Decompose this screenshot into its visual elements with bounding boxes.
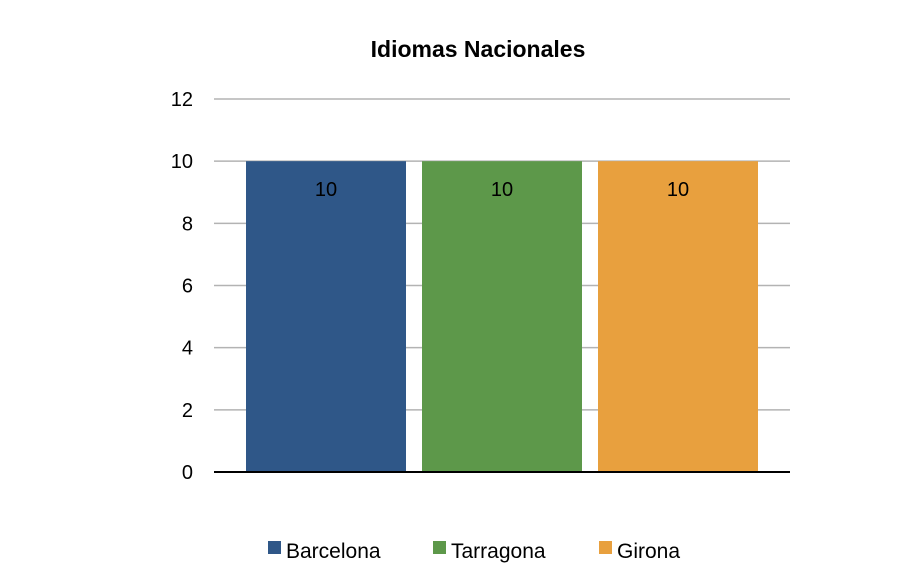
legend-item-tarragona: Tarragona <box>433 540 546 563</box>
y-tick-label: 8 <box>182 213 193 235</box>
data-label: 10 <box>491 179 513 201</box>
legend-swatch <box>268 541 281 554</box>
bar-barcelona <box>246 161 406 472</box>
legend-item-barcelona: Barcelona <box>268 540 381 563</box>
legend-swatch <box>433 541 446 554</box>
chart-title: Idiomas Nacionales <box>371 36 586 62</box>
data-labels: 10 10 10 <box>315 179 689 201</box>
y-tick-label: 10 <box>171 151 193 173</box>
legend-item-girona: Girona <box>599 540 680 563</box>
bar-girona <box>598 161 758 472</box>
data-label: 10 <box>315 179 337 201</box>
bar-tarragona <box>422 161 582 472</box>
legend-swatch <box>599 541 612 554</box>
legend: Barcelona Tarragona Girona <box>268 540 680 563</box>
data-label: 10 <box>667 179 689 201</box>
bars <box>246 161 758 472</box>
legend-label: Girona <box>617 540 680 563</box>
legend-label: Barcelona <box>286 540 381 563</box>
y-tick-label: 6 <box>182 276 193 298</box>
legend-label: Tarragona <box>451 540 546 563</box>
y-tick-label: 12 <box>171 89 193 111</box>
y-tick-label: 2 <box>182 400 193 422</box>
y-tick-label: 0 <box>182 462 193 484</box>
y-axis-tick-labels: 0 2 4 6 8 10 12 <box>171 89 193 484</box>
y-tick-label: 4 <box>182 338 193 360</box>
